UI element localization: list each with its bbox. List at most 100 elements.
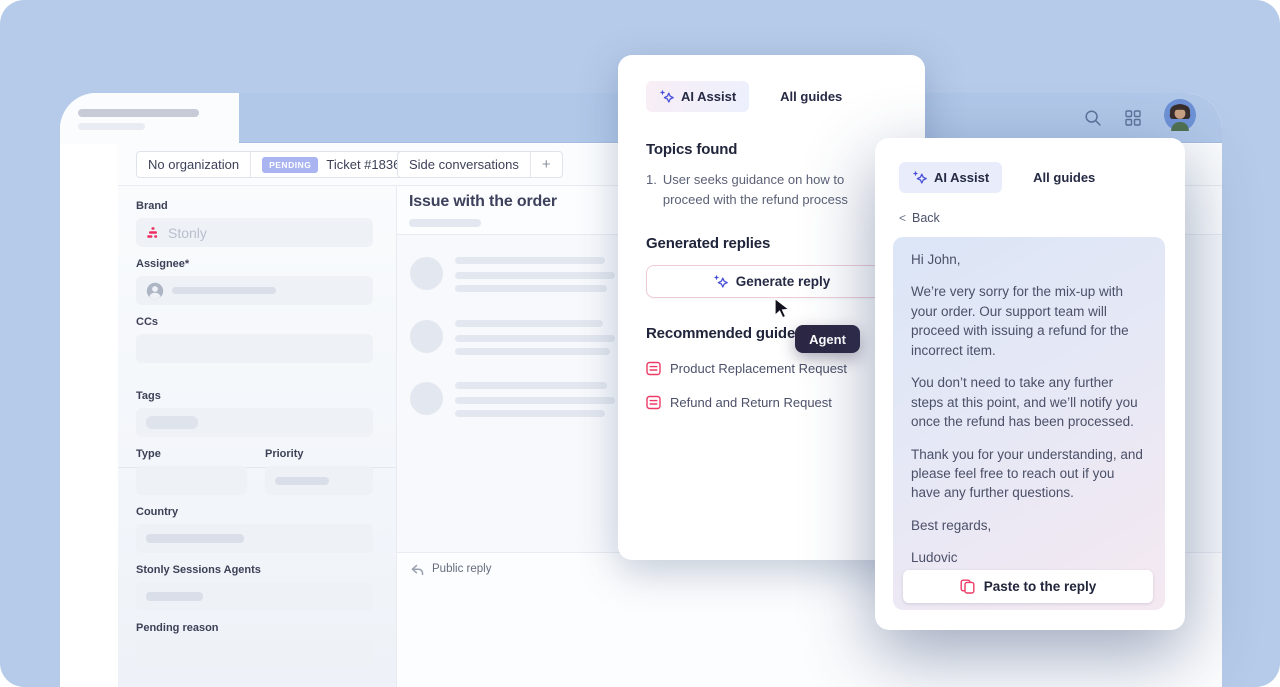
search-icon[interactable] xyxy=(1084,109,1102,127)
generate-reply-label: Generate reply xyxy=(735,274,831,290)
ai-assist-tab-label: AI Assist xyxy=(681,89,737,104)
assignee-label: Assignee* xyxy=(136,258,190,270)
plus-icon: + xyxy=(541,156,551,173)
chevron-left-icon: < xyxy=(899,211,907,225)
reply-paragraph: You don’t need to take any further steps… xyxy=(911,375,1138,430)
status-badge: PENDING xyxy=(262,156,319,173)
line-skeleton xyxy=(455,257,605,264)
priority-label: Priority xyxy=(265,448,304,460)
tab-ai-assist[interactable]: AI Assist xyxy=(899,162,1003,193)
ticket-status-cell[interactable]: PENDING Ticket #18360 xyxy=(251,152,419,177)
guide-label: Product Replacement Request xyxy=(670,361,848,377)
reply-paragraph: Hi John, xyxy=(911,252,961,267)
type-label: Type xyxy=(136,448,161,460)
ai-sparkle-icon xyxy=(713,275,728,288)
generate-reply-button[interactable]: Generate reply xyxy=(646,265,897,299)
topic-item: 1. User seeks guidance on how to proceed… xyxy=(646,170,891,210)
brand-label: Brand xyxy=(136,200,168,212)
guide-doc-icon xyxy=(646,362,661,376)
line-skeleton xyxy=(455,382,607,389)
sessions-agents-label: Stonly Sessions Agents xyxy=(136,564,261,576)
avatar-skeleton xyxy=(410,257,443,290)
ccs-label: CCs xyxy=(136,316,159,328)
guide-label: Refund and Return Request xyxy=(670,395,832,411)
side-conversations-label: Side conversations xyxy=(409,157,519,172)
ticket-tab-skeleton-subtitle xyxy=(78,123,145,130)
sessions-agents-input[interactable] xyxy=(136,582,373,611)
line-skeleton xyxy=(455,335,615,342)
ai-assist-tab-label: AI Assist xyxy=(934,170,990,185)
tab-all-guides[interactable]: All guides xyxy=(767,81,855,112)
assignee-input[interactable] xyxy=(136,276,373,305)
toolbar-divider xyxy=(250,152,252,177)
avatar-skeleton xyxy=(410,382,443,415)
brand-input[interactable]: Stonly xyxy=(136,218,373,247)
field-type: Type xyxy=(136,448,247,495)
tags-input[interactable] xyxy=(136,408,373,437)
sessions-agents-skeleton xyxy=(146,592,203,601)
priority-input[interactable] xyxy=(265,466,373,495)
paste-to-reply-button[interactable]: Paste to the reply xyxy=(903,570,1153,603)
add-conversation-button[interactable]: + xyxy=(531,152,562,177)
all-guides-tab-label: All guides xyxy=(1033,170,1096,185)
topics-found-heading: Topics found xyxy=(646,141,738,158)
pending-reason-input[interactable] xyxy=(136,640,373,669)
ticket-fields-sidebar: Brand Stonly Assignee* CCs Tags xyxy=(118,186,397,687)
agent-tooltip: Agent xyxy=(795,325,860,353)
field-country: Country xyxy=(136,506,373,553)
active-ticket-tab[interactable] xyxy=(60,93,239,144)
line-skeleton xyxy=(455,285,607,292)
guide-doc-icon xyxy=(646,396,661,410)
toolbar-divider xyxy=(529,152,531,177)
all-guides-tab-label: All guides xyxy=(780,89,843,104)
tab-all-guides[interactable]: All guides xyxy=(1020,162,1108,193)
assist-tabs: AI Assist All guides xyxy=(899,162,1161,193)
country-label: Country xyxy=(136,506,179,518)
apps-grid-icon[interactable] xyxy=(1124,109,1142,127)
tab-ai-assist[interactable]: AI Assist xyxy=(646,81,750,112)
back-button[interactable]: < Back xyxy=(899,211,1161,225)
line-skeleton xyxy=(455,348,610,355)
side-conversations-group: Side conversations + xyxy=(397,151,563,178)
ticket-meta-group: No organization PENDING Ticket #18360 xyxy=(136,151,420,178)
avatar[interactable] xyxy=(1164,99,1196,136)
field-brand: Brand Stonly xyxy=(136,200,373,247)
line-skeleton xyxy=(455,272,615,279)
ai-assist-panel: AI Assist All guides Topics found 1. Use… xyxy=(618,55,925,560)
reply-paragraph: We’re very sorry for the mix-up with you… xyxy=(911,284,1129,358)
pending-reason-label: Pending reason xyxy=(136,622,219,634)
recommended-guides-heading: Recommended guides xyxy=(646,325,804,343)
country-skeleton xyxy=(146,534,244,543)
field-tags: Tags xyxy=(136,390,373,437)
message-skeleton xyxy=(410,257,615,292)
cursor-pointer-icon xyxy=(772,297,794,326)
priority-skeleton xyxy=(275,476,329,485)
ccs-input[interactable] xyxy=(136,334,373,363)
ticket-number-label: Ticket #18360 xyxy=(326,157,408,172)
assist-tabs: AI Assist All guides xyxy=(646,81,897,112)
organization-button[interactable]: No organization xyxy=(137,152,250,177)
line-skeleton xyxy=(455,397,615,404)
type-input[interactable] xyxy=(136,466,247,495)
avatar-skeleton xyxy=(410,320,443,353)
side-conversations-tab[interactable]: Side conversations xyxy=(398,152,530,177)
ticket-title: Issue with the order xyxy=(409,193,557,210)
line-skeleton xyxy=(455,320,603,327)
generated-reply-panel: AI Assist All guides < Back Hi John, We’… xyxy=(875,138,1185,630)
ticket-tab-skeleton-title xyxy=(78,109,199,117)
topic-text: User seeks guidance on how to proceed wi… xyxy=(662,172,848,208)
ai-sparkle-icon xyxy=(912,170,927,184)
agent-tooltip-label: Agent xyxy=(809,331,846,347)
guide-item[interactable]: Refund and Return Request xyxy=(646,395,897,410)
field-ccs: CCs xyxy=(136,316,373,363)
tags-label: Tags xyxy=(136,390,161,402)
copy-icon xyxy=(960,579,975,594)
country-input[interactable] xyxy=(136,524,373,553)
assignee-skeleton xyxy=(172,287,276,294)
field-pending-reason: Pending reason xyxy=(136,622,373,669)
field-assignee: Assignee* xyxy=(136,258,373,305)
guide-item[interactable]: Product Replacement Request xyxy=(646,361,897,376)
tag-chip-skeleton xyxy=(146,416,198,429)
message-skeleton xyxy=(410,320,615,355)
